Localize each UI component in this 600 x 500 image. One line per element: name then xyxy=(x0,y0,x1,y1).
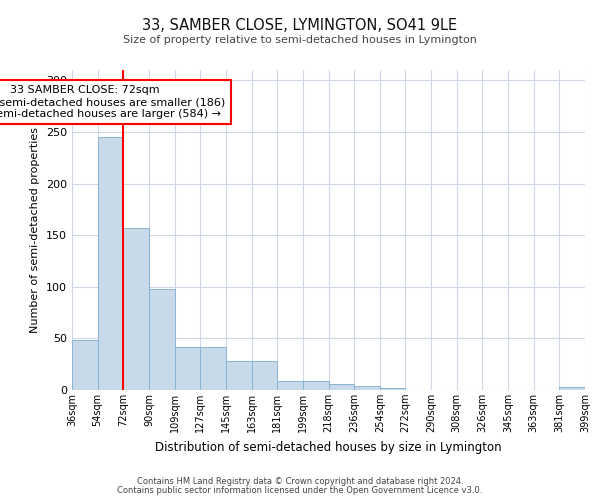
Bar xyxy=(251,361,277,390)
Bar xyxy=(72,340,98,390)
Bar xyxy=(303,380,329,390)
Bar xyxy=(354,386,380,390)
Bar xyxy=(277,380,303,390)
Text: Contains HM Land Registry data © Crown copyright and database right 2024.: Contains HM Land Registry data © Crown c… xyxy=(137,477,463,486)
Text: 33 SAMBER CLOSE: 72sqm
← 24% of semi-detached houses are smaller (186)
75% of se: 33 SAMBER CLOSE: 72sqm ← 24% of semi-det… xyxy=(0,86,226,118)
Bar xyxy=(380,388,406,390)
Y-axis label: Number of semi-detached properties: Number of semi-detached properties xyxy=(31,127,40,333)
Text: Size of property relative to semi-detached houses in Lymington: Size of property relative to semi-detach… xyxy=(123,35,477,45)
Text: 33, SAMBER CLOSE, LYMINGTON, SO41 9LE: 33, SAMBER CLOSE, LYMINGTON, SO41 9LE xyxy=(142,18,458,32)
Bar xyxy=(226,361,251,390)
Bar xyxy=(200,346,226,390)
Bar xyxy=(175,346,200,390)
Bar xyxy=(98,137,124,390)
Text: Contains public sector information licensed under the Open Government Licence v3: Contains public sector information licen… xyxy=(118,486,482,495)
Bar xyxy=(124,228,149,390)
X-axis label: Distribution of semi-detached houses by size in Lymington: Distribution of semi-detached houses by … xyxy=(155,440,502,454)
Bar xyxy=(149,289,175,390)
Bar xyxy=(559,387,585,390)
Bar xyxy=(329,384,354,390)
